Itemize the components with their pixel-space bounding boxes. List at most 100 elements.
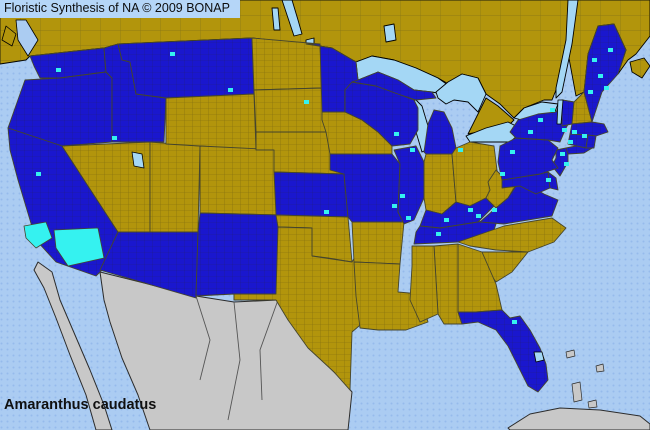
county-record-marker <box>394 132 399 136</box>
lake <box>435 73 487 113</box>
county-texture-MI <box>352 72 436 100</box>
county-texture-UT <box>150 142 200 232</box>
mexico-state-border <box>195 295 211 381</box>
county-texture-PA <box>498 138 558 180</box>
county-texture-ND <box>252 38 322 90</box>
canada-division-texture <box>0 0 572 118</box>
county-texture-NH <box>572 92 592 124</box>
county-record-marker <box>562 128 567 132</box>
county-record-marker <box>392 204 397 208</box>
county-texture-OH <box>452 142 498 206</box>
county-record-marker <box>406 216 411 220</box>
canada-division-texture <box>566 0 650 96</box>
county-texture-IA <box>322 112 392 154</box>
lake <box>555 0 579 99</box>
county-record-marker <box>568 140 573 144</box>
county-texture-SC <box>482 252 528 282</box>
county-texture-WI <box>345 82 418 146</box>
county-texture-OK <box>276 215 352 262</box>
county-texture-AL <box>434 244 462 324</box>
county-texture-KS <box>274 172 348 217</box>
cuba <box>507 407 650 430</box>
county-record-marker <box>36 172 41 176</box>
county-record-marker <box>572 130 577 134</box>
county-texture-TX <box>234 227 380 390</box>
county-record-marker <box>324 210 329 214</box>
county-texture-WA <box>30 48 106 78</box>
county-texture-IL <box>394 146 424 224</box>
county-record-marker <box>56 68 61 72</box>
county-record-marker <box>564 162 569 166</box>
mexico-region <box>99 271 353 430</box>
county-texture-ME <box>584 24 626 122</box>
county-texture-AR <box>352 222 404 264</box>
county-texture-NC <box>458 218 566 252</box>
county-texture-SD <box>254 88 326 132</box>
county-record-marker <box>510 150 515 154</box>
pacific-inlet <box>15 19 39 57</box>
county-record-marker <box>588 90 593 94</box>
lake <box>556 99 564 125</box>
county-texture-OR <box>8 72 112 146</box>
lake <box>281 0 303 37</box>
county-record-marker <box>304 100 309 104</box>
county-record-marker <box>410 148 415 152</box>
county-record-marker <box>492 208 497 212</box>
county-texture-MA <box>570 122 608 136</box>
bahamas-island <box>587 399 598 409</box>
county-texture-IN <box>424 154 456 214</box>
county-texture-ID <box>104 44 166 142</box>
vancouver-island <box>1 25 17 47</box>
county-record-marker <box>538 118 543 122</box>
county-record-marker <box>228 88 233 92</box>
county-texture-MI <box>424 110 456 154</box>
lake <box>383 23 397 43</box>
county-texture-MD <box>502 172 550 194</box>
county-markers-layer <box>23 48 613 324</box>
county-record-marker <box>546 178 551 182</box>
county-texture-MS <box>410 246 438 322</box>
county-record-marker <box>608 48 613 52</box>
county-texture-KY <box>420 198 494 228</box>
lake <box>131 151 145 169</box>
bahamas-island <box>595 363 605 373</box>
county-record-marker <box>604 86 609 90</box>
county-record-marker <box>476 214 481 218</box>
county-record-marker <box>598 74 603 78</box>
county-record-marker <box>468 208 473 212</box>
county-record-marker <box>112 136 117 140</box>
county-record-marker <box>582 134 587 138</box>
county-record-marker <box>560 152 565 156</box>
map-title: Floristic Synthesis of NA © 2009 BONAP <box>0 0 240 18</box>
county-texture-NE <box>256 132 344 174</box>
county-texture-TN <box>414 218 498 244</box>
county-texture-GA <box>458 244 502 312</box>
county-texture-FL <box>458 310 548 392</box>
county-texture-NV <box>62 142 150 232</box>
county-record-region <box>53 227 105 267</box>
mexico-region <box>33 261 113 430</box>
county-texture-CO <box>200 146 282 215</box>
canada-division-texture <box>630 58 650 78</box>
county-record-marker <box>400 194 405 198</box>
bahamas-island <box>571 381 583 403</box>
county-record-marker <box>500 172 505 176</box>
county-texture-NM <box>196 213 280 300</box>
county-texture-VT <box>562 100 574 126</box>
county-record-marker <box>550 108 555 112</box>
county-record-marker <box>444 218 449 222</box>
county-texture-MO <box>330 154 404 222</box>
county-record-marker <box>436 232 441 236</box>
bahamas-island <box>565 349 576 359</box>
county-texture-WY <box>166 94 256 150</box>
county-record-marker <box>528 130 533 134</box>
county-record-marker <box>592 58 597 62</box>
county-record-marker <box>458 148 463 152</box>
county-record-region <box>23 221 53 249</box>
county-texture-RI <box>586 135 596 148</box>
lake <box>533 351 545 363</box>
county-texture-DE <box>548 172 558 190</box>
